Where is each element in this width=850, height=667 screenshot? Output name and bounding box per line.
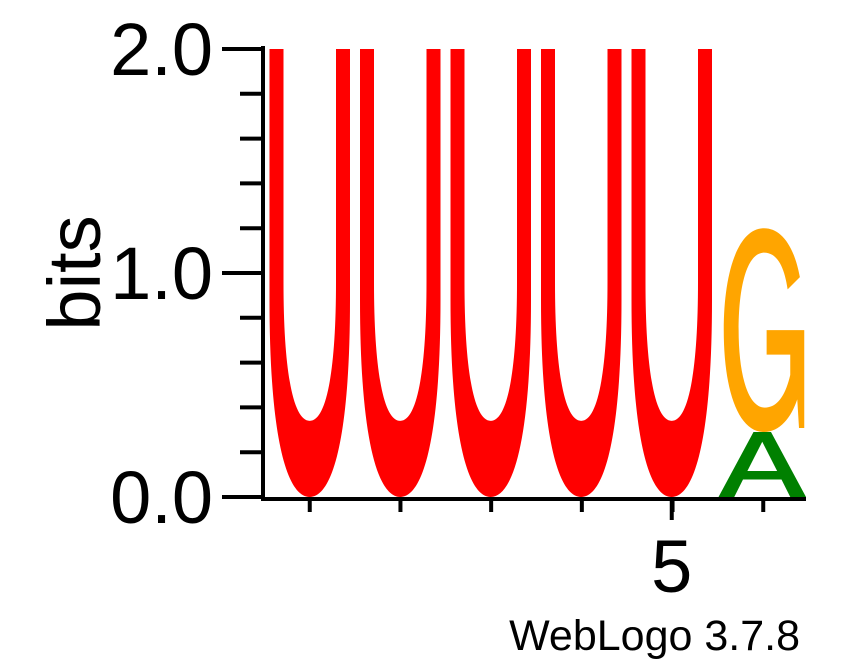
stack-position-3	[450, 49, 531, 497]
letter-U-pos5	[631, 49, 712, 497]
stack-position-2	[360, 49, 441, 497]
letter-U-pos4	[541, 49, 622, 497]
y-tick-label: 1.0	[110, 232, 213, 315]
y-tick-label: 0.0	[110, 456, 213, 539]
x-ticks: 5	[307, 499, 766, 608]
weblogo-credit: WebLogo 3.7.8	[509, 612, 800, 660]
stack-position-4	[541, 49, 622, 497]
letter-U-pos1	[269, 49, 350, 497]
logo-stacks	[269, 49, 806, 498]
letter-U-pos3	[450, 49, 531, 497]
y-ticks: 0.0 1.0 2.0	[110, 8, 263, 539]
stack-position-1	[269, 49, 350, 497]
stack-position-5	[631, 49, 712, 497]
x-tick-label: 5	[651, 525, 692, 608]
letter-U-pos2	[360, 49, 441, 497]
letter-A-pos6	[718, 432, 806, 498]
y-tick-label: 2.0	[110, 8, 213, 91]
y-axis-label: bits	[33, 215, 116, 330]
letter-G-pos6	[723, 228, 805, 433]
stack-position-6	[718, 228, 806, 498]
